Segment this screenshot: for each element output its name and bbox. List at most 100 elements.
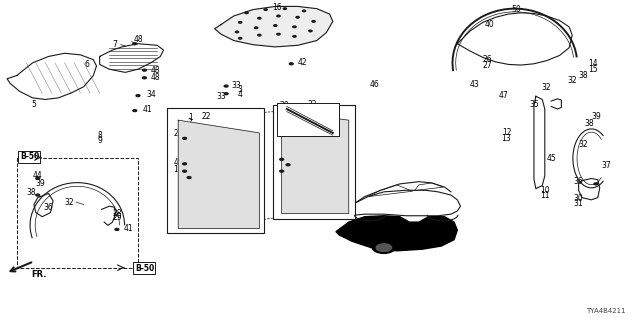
Circle shape [115, 228, 119, 230]
Circle shape [309, 30, 312, 32]
Text: 20: 20 [173, 129, 183, 138]
Text: 40: 40 [484, 20, 494, 29]
Circle shape [182, 170, 186, 172]
Circle shape [224, 93, 228, 95]
Text: 21: 21 [195, 134, 205, 143]
Circle shape [143, 77, 147, 79]
Circle shape [182, 137, 186, 139]
Text: 26: 26 [483, 55, 492, 64]
Text: 16: 16 [272, 3, 282, 12]
Text: 22: 22 [299, 105, 308, 114]
Circle shape [284, 8, 287, 10]
Text: 24: 24 [184, 218, 194, 227]
Text: 4: 4 [237, 90, 243, 99]
Circle shape [245, 12, 248, 13]
Text: 39: 39 [35, 180, 45, 188]
Text: 32: 32 [579, 140, 588, 149]
FancyBboxPatch shape [277, 103, 339, 136]
Text: 21: 21 [291, 159, 301, 168]
Text: 25: 25 [287, 198, 296, 207]
Text: 48: 48 [151, 66, 161, 75]
Text: 41: 41 [124, 224, 133, 233]
Polygon shape [214, 6, 333, 47]
Circle shape [133, 43, 137, 45]
Text: 3: 3 [237, 85, 243, 94]
Text: 41: 41 [143, 105, 153, 114]
Text: 36: 36 [574, 177, 584, 186]
Text: 27: 27 [483, 60, 492, 69]
Text: 32: 32 [568, 76, 577, 85]
Text: 46: 46 [369, 80, 379, 89]
Circle shape [274, 25, 277, 26]
Circle shape [143, 69, 147, 71]
Circle shape [594, 183, 598, 185]
Text: 14: 14 [589, 59, 598, 68]
FancyBboxPatch shape [273, 105, 355, 219]
Text: 37: 37 [601, 161, 611, 170]
Text: 44: 44 [33, 171, 43, 180]
Text: 10: 10 [540, 186, 550, 195]
Text: 11: 11 [540, 191, 550, 200]
Text: 9: 9 [97, 136, 102, 145]
Text: 49: 49 [284, 153, 294, 162]
Circle shape [289, 63, 293, 65]
Text: 35: 35 [529, 100, 539, 109]
Text: 33: 33 [216, 92, 226, 101]
Text: 29: 29 [112, 213, 122, 222]
Text: 50: 50 [512, 5, 522, 14]
Circle shape [239, 21, 242, 23]
Polygon shape [178, 120, 259, 228]
Circle shape [264, 9, 268, 11]
Text: 38: 38 [579, 71, 588, 80]
Text: 34: 34 [147, 90, 156, 99]
Text: 19: 19 [173, 165, 183, 174]
Circle shape [239, 37, 242, 39]
Circle shape [372, 242, 396, 253]
Polygon shape [336, 216, 458, 251]
Text: 28: 28 [112, 209, 122, 218]
Circle shape [280, 158, 284, 160]
Circle shape [303, 10, 306, 12]
Text: 20: 20 [280, 101, 289, 110]
Text: 15: 15 [589, 65, 598, 74]
Circle shape [187, 177, 191, 179]
Circle shape [293, 36, 296, 37]
Text: 33: 33 [232, 81, 242, 90]
Circle shape [277, 15, 280, 17]
Text: 5: 5 [31, 100, 36, 109]
Text: 12: 12 [502, 128, 511, 137]
Text: 48: 48 [133, 35, 143, 44]
Circle shape [255, 27, 258, 28]
Circle shape [280, 170, 284, 172]
Circle shape [376, 244, 392, 252]
Text: 42: 42 [298, 58, 307, 67]
Text: 49: 49 [173, 158, 183, 167]
Text: 32: 32 [65, 197, 74, 206]
Text: 8: 8 [97, 131, 102, 140]
Text: 13: 13 [502, 134, 511, 143]
Text: 45: 45 [547, 154, 556, 163]
Circle shape [277, 33, 280, 35]
Text: 7: 7 [112, 40, 117, 49]
Circle shape [136, 95, 140, 97]
Circle shape [286, 164, 290, 166]
Text: TYA4B4211: TYA4B4211 [586, 308, 625, 314]
Text: FR.: FR. [31, 269, 47, 279]
Text: 38: 38 [26, 188, 36, 197]
Text: 6: 6 [84, 60, 90, 69]
FancyBboxPatch shape [168, 108, 264, 233]
Circle shape [182, 163, 186, 165]
Circle shape [224, 85, 228, 87]
Circle shape [258, 34, 261, 36]
Text: 43: 43 [470, 80, 479, 89]
Text: 30: 30 [574, 194, 584, 204]
Text: 38: 38 [585, 119, 595, 128]
Circle shape [36, 178, 40, 180]
Text: 48: 48 [151, 73, 161, 82]
Text: 1: 1 [188, 114, 193, 123]
Circle shape [36, 194, 40, 196]
Text: 19: 19 [285, 165, 294, 174]
Text: B-50: B-50 [135, 264, 154, 273]
Circle shape [133, 110, 137, 112]
Circle shape [236, 31, 239, 33]
